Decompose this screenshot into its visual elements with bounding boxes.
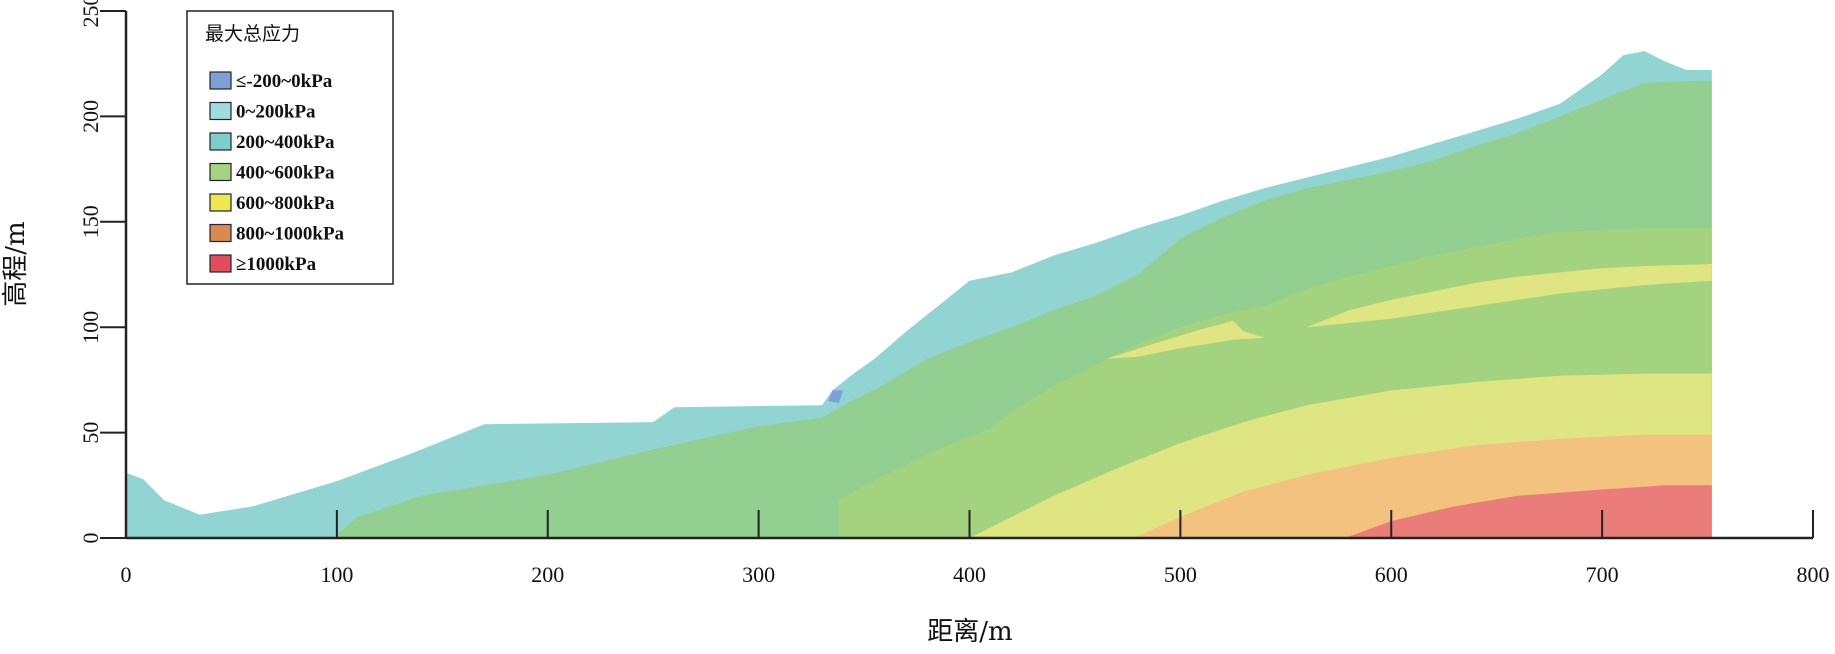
x-tick-label-100: 100 (320, 562, 353, 587)
x-tick-label-700: 700 (1586, 562, 1619, 587)
x-tick-label-400: 400 (953, 562, 986, 587)
legend-swatch-2 (209, 132, 232, 151)
x-tick-label-300: 300 (742, 562, 775, 587)
legend: 最大总应力 ≤-200~0kPa 0~200kPa 200~400kPa 400~60… (186, 10, 394, 285)
x-tick-label-600: 600 (1375, 562, 1408, 587)
stress-zone-7 (1344, 485, 1712, 538)
legend-label-0: ≤-200~0kPa (236, 71, 333, 92)
legend-swatch-0 (209, 71, 232, 90)
y-axis-title: 高程/m (1, 221, 31, 306)
legend-label-5: 800~1000kPa (236, 224, 345, 245)
y-tick-label-200: 200 (78, 100, 103, 133)
y-tick-label-250: 250 (78, 0, 103, 28)
x-tick-label-200: 200 (531, 562, 564, 587)
plot-area (126, 51, 1712, 538)
legend-title: 最大总应力 (205, 23, 300, 45)
legend-swatch-5 (209, 223, 232, 243)
legend-label-6: ≥1000kPa (236, 254, 317, 275)
x-tick-label-800: 800 (1797, 562, 1830, 587)
stress-zone-3 (1306, 264, 1712, 328)
stress-zone-4 (1106, 320, 1265, 359)
legend-label-4: 600~800kPa (236, 193, 335, 214)
legend-label-2: 200~400kPa (236, 132, 335, 153)
y-tick-label-50: 50 (78, 422, 103, 444)
legend-swatch-6 (209, 254, 232, 273)
y-axis: 0 50 100 150 200 250 (78, 0, 128, 544)
x-axis-title: 距离/m (927, 617, 1012, 647)
legend-swatch-4 (209, 193, 232, 212)
legend-items: ≤-200~0kPa 0~200kPa 200~400kPa 400~600kPa 60… (209, 71, 345, 275)
x-axis: 0 100 200 300 400 500 600 700 800 (121, 510, 1830, 587)
y-tick-label-150: 150 (78, 205, 103, 238)
stress-zone-8 (828, 390, 843, 404)
x-tick-label-0: 0 (121, 562, 132, 587)
y-tick-label-100: 100 (78, 311, 103, 344)
legend-swatch-1 (209, 101, 232, 121)
legend-label-3: 400~600kPa (236, 163, 335, 184)
y-tick-label-0: 0 (78, 533, 103, 544)
x-tick-label-500: 500 (1164, 562, 1197, 587)
legend-label-1: 0~200kPa (236, 102, 316, 123)
legend-swatch-3 (209, 162, 232, 182)
